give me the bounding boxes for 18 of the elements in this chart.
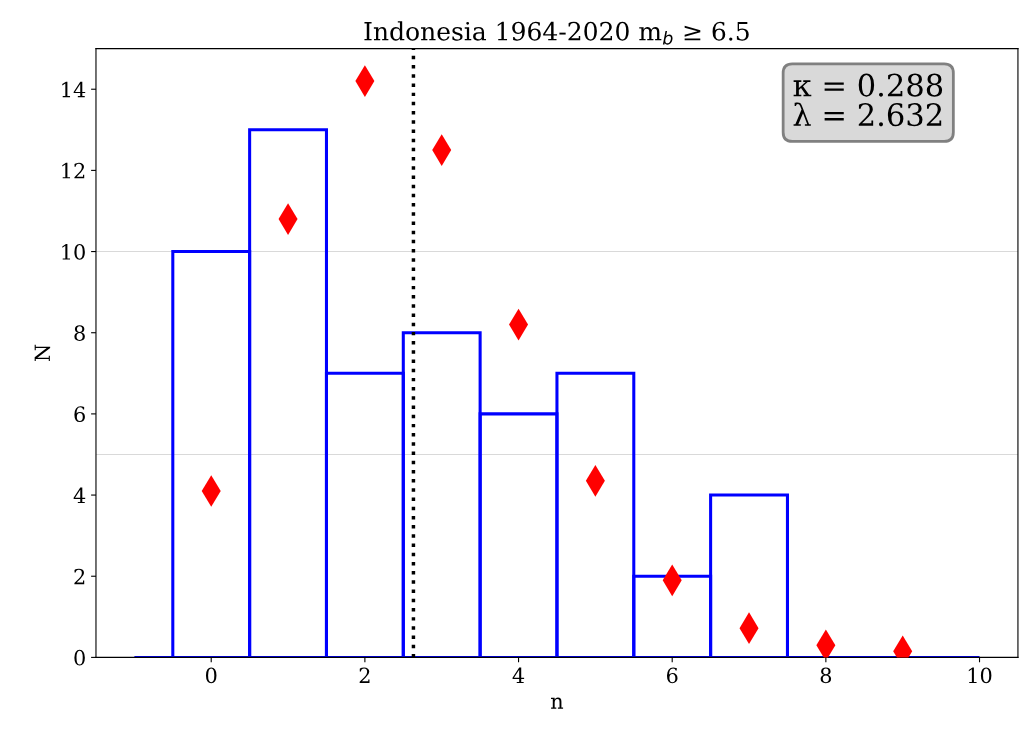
x-tick-label: 4	[512, 667, 525, 683]
x-tick-label: 10	[968, 667, 992, 684]
y-tick-label: 12	[62, 162, 85, 179]
x-tick-label: 2	[359, 667, 370, 683]
y-tick-label: 10	[62, 244, 85, 260]
y-axis-title: N	[34, 344, 51, 362]
y-tick-label: 0	[74, 649, 85, 666]
y-tick-label: 14	[62, 81, 86, 98]
x-tick-label: 8	[820, 667, 832, 684]
x-axis-title: n	[551, 697, 564, 709]
chart-title: Indonesia 1964-2020 m$_{b}$ ≥ 6.5	[364, 21, 749, 45]
x-tick-label: 6	[666, 667, 678, 684]
annotation: κ = 0.288 λ = 2.632	[793, 73, 943, 127]
x-tick-label: 0	[205, 667, 217, 684]
y-tick-label: 6	[74, 406, 85, 423]
y-tick-label: 8	[74, 325, 85, 341]
y-tick-label: 2	[74, 568, 85, 585]
y-tick-label: 4	[73, 487, 86, 503]
